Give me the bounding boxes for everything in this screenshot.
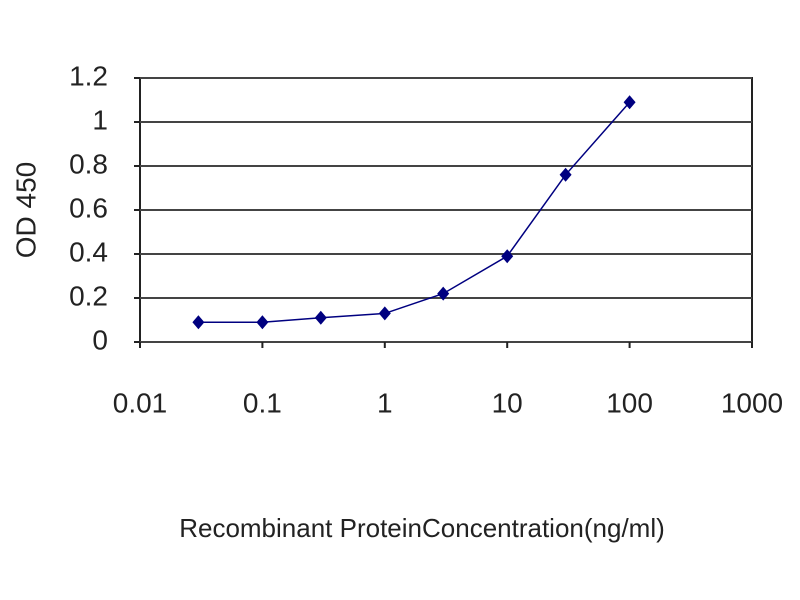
data-point: [559, 167, 572, 182]
x-axis-title: Recombinant ProteinConcentration(ng/ml): [179, 513, 665, 543]
x-tick-label: 1000: [721, 387, 783, 418]
data-point: [314, 310, 327, 325]
y-tick-label: 0.8: [69, 148, 108, 179]
x-tick-label: 1: [377, 387, 393, 418]
data-point: [256, 315, 269, 330]
data-point: [501, 249, 514, 264]
y-tick-label: 0.4: [69, 236, 108, 267]
data-point: [623, 95, 636, 110]
y-axis-title: OD 450: [10, 162, 41, 259]
data-point: [437, 286, 450, 301]
y-tick-label: 0.2: [69, 280, 108, 311]
y-tick-label: 0.6: [69, 192, 108, 223]
y-tick-label: 1: [92, 104, 108, 135]
data-point: [192, 315, 205, 330]
x-tick-label: 10: [492, 387, 523, 418]
x-tick-label: 0.01: [113, 387, 168, 418]
x-tick-label: 100: [606, 387, 653, 418]
data-point: [378, 306, 391, 321]
x-tick-label: 0.1: [243, 387, 282, 418]
y-tick-label: 1.2: [69, 60, 108, 91]
y-tick-label: 0: [92, 324, 108, 355]
data-line: [198, 101, 631, 323]
